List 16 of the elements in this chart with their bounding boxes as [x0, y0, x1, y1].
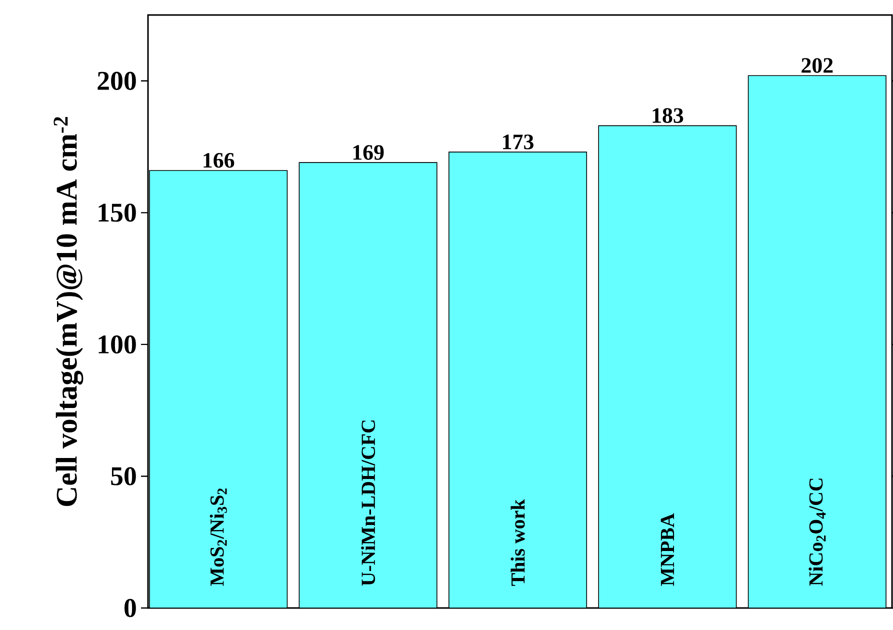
y-tick-label: 100: [98, 335, 136, 354]
data-label: 169: [353, 145, 384, 160]
x-tick-label: NiCo$_{2}$O$_{4}$/CC: [808, 478, 826, 586]
x-tick-label: This work: [510, 499, 525, 586]
y-tick-label: 50: [111, 467, 136, 486]
x-tick-label: U-NiMn-LDH/CFC: [361, 420, 376, 586]
data-label: 202: [802, 58, 833, 73]
x-tick-label: MNPBA: [660, 513, 674, 586]
y-tick-label: 150: [98, 204, 136, 222]
data-label: 183: [652, 108, 684, 123]
data-label: 173: [503, 134, 534, 150]
y-tick-label: 200: [98, 72, 136, 90]
x-tick-label: MoS$_{2}$/Ni$_{3}$S$_{2}$: [210, 488, 227, 586]
data-label: 166: [204, 153, 234, 168]
y-tick-label: 0: [124, 598, 136, 618]
y-axis-title: Cell voltage(mV)@10 mA cm$^{-2}$: [54, 116, 84, 506]
